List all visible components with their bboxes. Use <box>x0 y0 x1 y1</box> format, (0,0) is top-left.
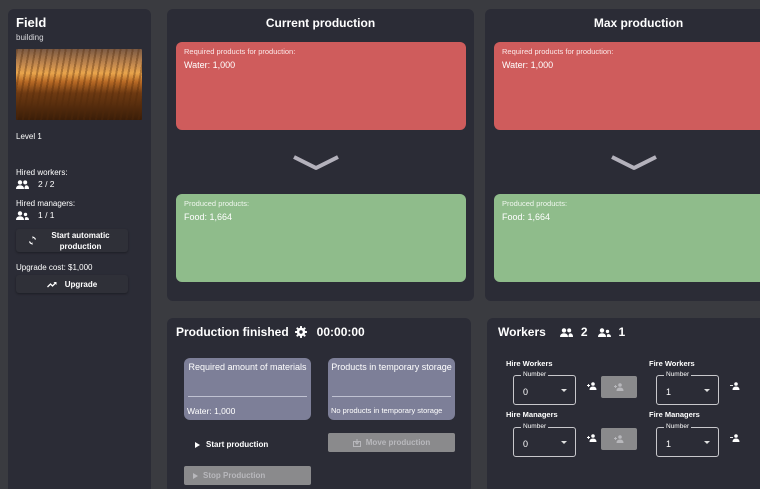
group-icon <box>559 327 573 337</box>
person-remove-icon[interactable] <box>730 382 740 390</box>
start-automatic-production-button[interactable]: Start automatic production <box>16 229 128 252</box>
supervisor-icon <box>597 327 611 337</box>
current-produced-label: Produced products: <box>184 199 250 208</box>
hire-managers-number-select[interactable]: Number 0 <box>513 423 576 457</box>
required-materials-value: Water: 1,000 <box>187 406 236 416</box>
hire-managers-confirm-button[interactable] <box>601 428 637 450</box>
max-required-label: Required products for production: <box>502 47 614 56</box>
fire-workers-number-select[interactable]: Number 1 <box>656 371 719 405</box>
person-add-icon <box>614 435 624 443</box>
workers-header: Workers 2 1 <box>498 325 635 339</box>
person-add-icon[interactable] <box>587 382 597 390</box>
required-materials-card: Required amount of materials Water: 1,00… <box>184 358 311 420</box>
fire-workers-value: 1 <box>666 387 672 397</box>
upgrade-button[interactable]: Upgrade <box>16 275 128 293</box>
fire-managers-label: Fire Managers <box>649 410 700 419</box>
current-required-label: Required products for production: <box>184 47 296 56</box>
building-subtitle: building <box>16 33 44 42</box>
chevron-down-icon <box>293 155 339 170</box>
production-timer: 00:00:00 <box>316 325 365 339</box>
max-production-title: Max production <box>593 16 684 30</box>
play-icon <box>193 472 198 479</box>
max-produced-label: Produced products: <box>502 199 568 208</box>
number-label: Number <box>664 371 692 378</box>
hired-workers-label: Hired workers: <box>16 168 68 177</box>
upgrade-label: Upgrade <box>64 279 98 289</box>
current-production-panel: Current production Required products for… <box>167 9 474 301</box>
production-status-header: Production finished 00:00:00 <box>176 325 365 339</box>
move-production-label: Move production <box>365 438 431 447</box>
start-automatic-production-label: Start automatic production <box>51 230 110 251</box>
building-level: Level 1 <box>16 132 42 141</box>
workers-count: 2 <box>580 325 588 339</box>
temporary-storage-title: Products in temporary storage <box>331 362 452 372</box>
current-required-value: Water: 1,000 <box>184 60 236 70</box>
hire-workers-value: 0 <box>523 387 529 397</box>
max-produced-card: Produced products: Food: 1,664 <box>494 194 760 282</box>
current-required-card: Required products for production: Water:… <box>176 42 466 130</box>
hired-managers-label: Hired managers: <box>16 199 76 208</box>
current-production-title: Current production <box>265 16 376 30</box>
start-production-label: Start production <box>206 440 269 449</box>
hired-managers-row: 1 / 1 <box>16 210 55 220</box>
current-produced-value: Food: 1,664 <box>184 212 233 222</box>
trending-up-icon <box>46 281 57 287</box>
fire-managers-number-select[interactable]: Number 1 <box>656 423 719 457</box>
max-required-card: Required products for production: Water:… <box>494 42 760 130</box>
move-icon <box>352 438 361 447</box>
group-icon <box>16 179 29 189</box>
number-label: Number <box>521 423 549 430</box>
number-label: Number <box>664 423 692 430</box>
hired-workers-value: 2 / 2 <box>38 179 55 189</box>
card-divider <box>332 396 451 397</box>
current-produced-card: Produced products: Food: 1,664 <box>176 194 466 282</box>
hire-managers-label: Hire Managers <box>506 410 558 419</box>
hire-workers-label: Hire Workers <box>506 359 553 368</box>
workers-panel: Workers 2 1 Hire Workers Number 0 Fire W… <box>487 318 760 489</box>
max-required-value: Water: 1,000 <box>502 60 554 70</box>
hired-managers-value: 1 / 1 <box>38 210 55 220</box>
caret-down-icon <box>561 389 567 392</box>
card-divider <box>188 396 307 397</box>
max-production-panel: Max production Required products for pro… <box>485 9 760 301</box>
workers-title: Workers <box>498 325 546 339</box>
gear-icon <box>294 326 307 338</box>
building-sidebar: Field building Level 1 Hired workers: 2 … <box>8 9 151 489</box>
play-icon <box>195 441 200 448</box>
wheat-field-image <box>16 49 142 120</box>
number-label: Number <box>521 371 549 378</box>
caret-down-icon <box>704 441 710 444</box>
temporary-storage-card: Products in temporary storage No product… <box>328 358 455 420</box>
fire-managers-value: 1 <box>666 439 672 449</box>
chevron-down-icon <box>611 155 657 170</box>
fire-workers-label: Fire Workers <box>649 359 695 368</box>
start-production-button[interactable]: Start production <box>195 440 268 449</box>
hired-workers-row: 2 / 2 <box>16 179 55 189</box>
hire-managers-value: 0 <box>523 439 529 449</box>
required-materials-title: Required amount of materials <box>188 362 307 372</box>
upgrade-cost: Upgrade cost: $1,000 <box>16 263 93 272</box>
person-remove-icon[interactable] <box>730 434 740 442</box>
person-add-icon[interactable] <box>587 434 597 442</box>
temporary-storage-value: No products in temporary storage <box>331 406 443 415</box>
hire-workers-number-select[interactable]: Number 0 <box>513 371 576 405</box>
building-title: Field <box>16 15 47 30</box>
production-status-panel: Production finished 00:00:00 Required am… <box>167 318 471 489</box>
person-add-icon <box>614 383 624 391</box>
production-status-title: Production finished <box>176 325 289 339</box>
stop-production-button[interactable]: Stop Production <box>184 466 311 485</box>
move-production-button[interactable]: Move production <box>328 433 455 452</box>
max-produced-value: Food: 1,664 <box>502 212 551 222</box>
autorenew-icon <box>28 236 36 245</box>
managers-count: 1 <box>618 325 626 339</box>
hire-workers-confirm-button[interactable] <box>601 376 637 398</box>
caret-down-icon <box>704 389 710 392</box>
supervisor-icon <box>16 210 29 220</box>
caret-down-icon <box>561 441 567 444</box>
stop-production-label: Stop Production <box>203 471 266 480</box>
